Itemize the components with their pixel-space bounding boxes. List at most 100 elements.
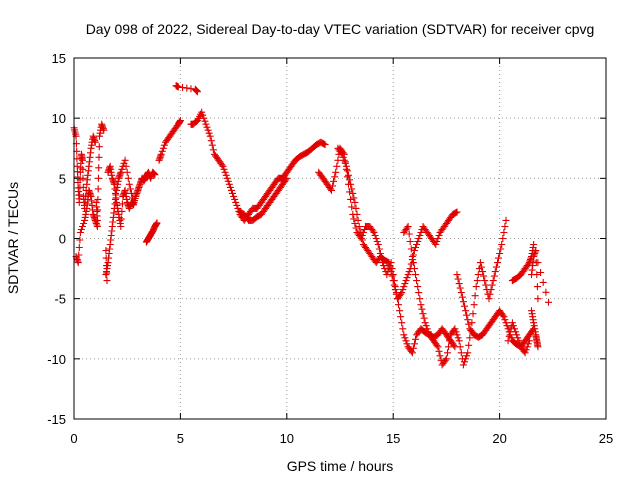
data-point <box>454 334 462 342</box>
data-point <box>398 319 406 327</box>
data-point <box>435 232 443 239</box>
data-point <box>433 341 441 349</box>
data-point <box>348 203 356 211</box>
x-tick-label: 25 <box>599 431 613 446</box>
data-point <box>474 271 482 279</box>
data-point <box>282 176 290 184</box>
y-tick-label: -15 <box>47 412 66 427</box>
data-point <box>126 185 134 193</box>
data-point <box>445 343 452 351</box>
data-point <box>223 174 231 182</box>
data-point <box>234 204 242 212</box>
data-point <box>500 313 508 321</box>
data-point <box>399 286 407 294</box>
data-point <box>453 208 461 216</box>
data-point <box>509 322 517 330</box>
data-point <box>225 180 233 188</box>
data-point <box>342 162 350 170</box>
data-point <box>118 165 126 173</box>
series-D <box>142 219 161 246</box>
data-point <box>461 358 468 366</box>
data-point <box>84 195 92 203</box>
data-point <box>450 341 458 349</box>
data-point <box>487 286 495 294</box>
data-point <box>95 153 103 161</box>
data-point <box>459 298 467 306</box>
data-point <box>82 207 90 215</box>
data-point <box>400 331 408 339</box>
data-point <box>512 328 520 336</box>
data-point <box>350 215 358 223</box>
data-point <box>416 232 424 239</box>
data-point <box>413 241 421 248</box>
data-point <box>530 319 538 327</box>
data-point <box>333 162 341 170</box>
data-point <box>121 156 129 164</box>
data-point <box>230 192 238 200</box>
data-point <box>452 209 460 217</box>
data-point <box>221 168 229 176</box>
data-point <box>117 223 125 230</box>
data-point <box>386 263 394 271</box>
data-point <box>433 238 441 245</box>
data-point <box>128 189 135 197</box>
data-point <box>401 334 409 342</box>
grid <box>74 58 606 419</box>
data-point <box>401 280 409 288</box>
data-point <box>91 215 99 223</box>
data-point <box>505 332 513 340</box>
x-axis-label: GPS time / hours <box>287 458 394 474</box>
data-point <box>480 272 488 280</box>
data-point <box>502 216 510 224</box>
data-point <box>373 238 381 245</box>
data-point <box>94 185 102 193</box>
data-point <box>469 310 477 318</box>
data-point <box>229 189 236 197</box>
data-point <box>456 343 464 351</box>
data-point <box>114 180 122 188</box>
data-point <box>107 232 115 239</box>
data-point <box>465 341 473 349</box>
data-point <box>91 137 99 145</box>
data-point <box>403 274 411 282</box>
data-point <box>79 223 86 230</box>
data-point <box>129 194 136 202</box>
series-A <box>70 120 159 285</box>
data-point <box>497 245 505 253</box>
data-point <box>402 337 410 345</box>
data-point <box>224 177 232 185</box>
data-point <box>436 352 444 360</box>
data-point <box>485 295 493 303</box>
data-point <box>473 277 481 285</box>
data-point <box>341 159 349 167</box>
data-point <box>355 223 363 230</box>
data-point <box>104 259 112 267</box>
data-point <box>420 314 428 322</box>
data-points <box>70 82 552 369</box>
data-point <box>352 224 360 232</box>
data-point <box>231 195 239 203</box>
x-tick-label: 0 <box>70 431 77 446</box>
data-point <box>193 88 201 96</box>
data-point <box>135 182 143 190</box>
data-point <box>446 337 454 345</box>
data-point <box>468 319 476 327</box>
data-point <box>80 220 88 227</box>
data-point <box>470 301 478 309</box>
series-J <box>334 144 461 303</box>
data-point <box>179 84 186 91</box>
data-point <box>488 281 496 289</box>
data-point <box>464 349 472 357</box>
data-point <box>122 192 130 200</box>
data-point <box>526 257 534 265</box>
data-point <box>183 84 191 92</box>
data-point <box>76 236 84 244</box>
data-point <box>117 215 125 223</box>
x-tick-label: 20 <box>492 431 506 446</box>
data-point <box>208 141 216 149</box>
data-point <box>100 126 108 134</box>
data-point <box>508 319 516 327</box>
data-point <box>395 301 402 309</box>
data-point <box>492 263 500 271</box>
data-point <box>412 335 419 343</box>
